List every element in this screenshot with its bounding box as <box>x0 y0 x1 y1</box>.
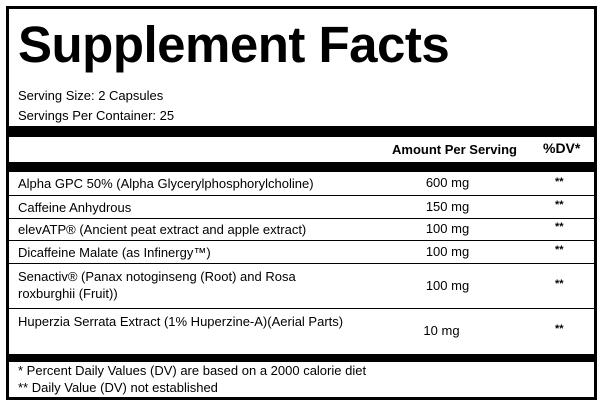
amount-per-serving-header: Amount Per Serving <box>392 142 517 157</box>
table-row: elevATP® (Ancient peat extract and apple… <box>9 219 594 241</box>
ingredient-dv: ** <box>555 323 564 335</box>
ingredient-dv: ** <box>555 244 564 256</box>
ingredient-list: Alpha GPC 50% (Alpha Glycerylphosphorylc… <box>9 172 594 354</box>
panel-title: Supplement Facts <box>18 16 450 73</box>
serving-size: Serving Size: 2 Capsules <box>18 88 164 103</box>
ingredient-amount: 600 mg <box>425 175 470 190</box>
table-row: Senactiv® (Panax notoginseng (Root) and … <box>9 264 594 309</box>
thick-divider-footer <box>9 354 594 362</box>
footnote-percent-dv: * Percent Daily Values (DV) are based on… <box>18 363 367 378</box>
ingredient-dv: ** <box>555 278 564 290</box>
table-row: Dicaffeine Malate (as Infinergy™) 100 mg… <box>9 241 594 264</box>
daily-value-header: %DV* <box>543 140 581 156</box>
ingredient-name: Dicaffeine Malate (as Infinergy™) <box>18 245 211 260</box>
ingredient-name: elevATP® (Ancient peat extract and apple… <box>18 222 307 237</box>
table-row: Caffeine Anhydrous 150 mg ** <box>9 196 594 219</box>
servings-per-container: Servings Per Container: 25 <box>18 108 175 123</box>
ingredient-name: Alpha GPC 50% (Alpha Glycerylphosphorylc… <box>18 176 314 191</box>
ingredient-amount: 10 mg <box>423 323 460 338</box>
ingredient-amount: 100 mg <box>425 221 470 236</box>
column-header-row: Amount Per Serving %DV* <box>9 137 594 162</box>
ingredient-dv: ** <box>555 221 564 233</box>
table-row: Huperzia Serrata Extract (1% Huperzine-A… <box>9 309 594 354</box>
ingredient-name: Huperzia Serrata Extract (1% Huperzine-A… <box>18 314 344 329</box>
ingredient-amount: 100 mg <box>425 244 470 259</box>
ingredient-amount: 100 mg <box>425 278 470 293</box>
thick-divider-top <box>9 126 594 137</box>
ingredient-amount: 150 mg <box>425 199 470 214</box>
supplement-facts-panel: Supplement Facts Serving Size: 2 Capsule… <box>6 6 597 400</box>
table-row: Alpha GPC 50% (Alpha Glycerylphosphorylc… <box>9 172 594 196</box>
ingredient-dv: ** <box>555 176 564 188</box>
ingredient-name: Senactiv® (Panax notoginseng (Root) and … <box>18 269 296 301</box>
ingredient-name: Caffeine Anhydrous <box>18 200 132 215</box>
ingredient-dv: ** <box>555 199 564 211</box>
footnote-dv-not-established: ** Daily Value (DV) not established <box>18 380 218 395</box>
thick-divider-header <box>9 162 594 172</box>
